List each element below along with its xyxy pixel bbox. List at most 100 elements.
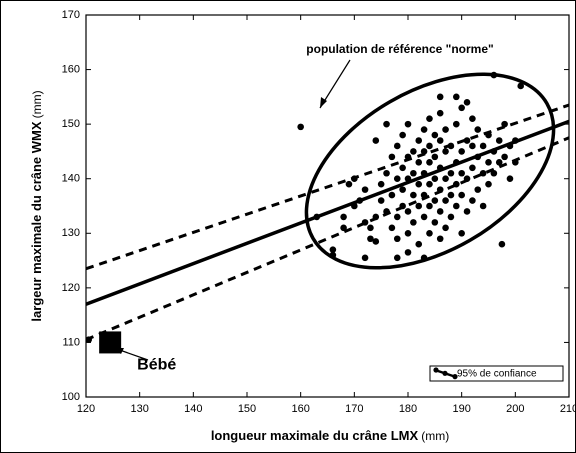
point <box>501 120 508 128</box>
point <box>426 180 433 188</box>
point <box>383 120 390 128</box>
point <box>458 169 465 177</box>
point <box>426 142 433 150</box>
point <box>436 186 444 193</box>
point <box>340 224 347 232</box>
point <box>399 202 406 210</box>
y-tick-label: 100 <box>62 391 80 403</box>
point <box>420 191 428 199</box>
legend-dot <box>452 374 458 380</box>
point <box>447 213 455 221</box>
plot-area <box>85 14 570 398</box>
point <box>415 137 423 144</box>
point <box>86 336 92 343</box>
point <box>506 142 514 150</box>
point <box>442 175 449 183</box>
point <box>351 175 358 183</box>
point <box>393 213 401 221</box>
x-tick-label: 190 <box>452 403 470 415</box>
point <box>404 153 412 161</box>
point <box>415 240 423 248</box>
y-label-main: largeur maximale du crâne WMX <box>29 121 44 321</box>
point <box>436 164 444 172</box>
point <box>420 169 428 177</box>
point <box>442 224 449 232</box>
point <box>404 229 412 237</box>
point <box>404 175 412 183</box>
point <box>490 169 498 177</box>
legend-dot <box>433 367 439 373</box>
point <box>361 219 369 226</box>
point <box>512 137 519 144</box>
point <box>436 109 444 117</box>
legend-dot <box>442 370 448 376</box>
point <box>485 159 492 166</box>
x-label-main: longueur maximale du crâne LMX <box>211 428 419 443</box>
point <box>474 126 482 133</box>
point <box>383 208 390 215</box>
point <box>420 254 428 262</box>
baby-label: Bébé <box>137 357 176 374</box>
point <box>479 142 487 150</box>
point <box>393 142 401 150</box>
point <box>297 123 304 131</box>
point <box>447 142 455 150</box>
y-tick-label: 170 <box>62 9 80 21</box>
point <box>469 142 476 150</box>
point <box>453 120 460 128</box>
point <box>404 208 412 215</box>
point <box>485 180 492 188</box>
confidence-line <box>86 103 569 271</box>
point <box>442 148 449 155</box>
x-tick-label: 150 <box>238 403 256 415</box>
point <box>356 197 364 204</box>
plot-content <box>86 71 569 343</box>
point <box>372 137 380 144</box>
point <box>351 202 358 210</box>
point <box>495 159 503 166</box>
point <box>479 202 487 210</box>
point <box>447 169 455 177</box>
point <box>469 115 476 122</box>
point <box>361 254 369 262</box>
point <box>415 159 423 166</box>
y-axis-label: largeur maximale du crâne WMX (mm) <box>29 90 44 321</box>
point <box>474 153 482 161</box>
point <box>410 219 417 226</box>
point <box>469 197 476 204</box>
point <box>372 213 380 221</box>
point <box>463 208 471 215</box>
point <box>431 153 439 161</box>
point <box>498 240 506 248</box>
point <box>313 213 321 221</box>
point <box>495 137 503 144</box>
point <box>436 93 444 101</box>
point <box>367 224 374 232</box>
x-tick-label: 210 <box>560 403 576 415</box>
point <box>420 213 428 221</box>
x-tick-label: 130 <box>130 403 148 415</box>
point <box>393 254 401 262</box>
point <box>506 175 514 183</box>
point <box>393 175 401 183</box>
point <box>485 131 492 139</box>
point <box>517 82 524 90</box>
regression-line <box>86 119 569 306</box>
point <box>377 197 385 204</box>
x-tick-label: 120 <box>77 403 95 415</box>
point <box>453 202 460 210</box>
legend-box <box>429 365 564 382</box>
point <box>458 104 465 112</box>
point <box>463 137 471 144</box>
baby-marker <box>99 331 122 354</box>
y-tick-label: 140 <box>62 173 80 185</box>
point <box>399 186 406 193</box>
y-tick-label: 160 <box>62 63 80 75</box>
y-tick-label: 120 <box>62 282 80 294</box>
point <box>426 229 433 237</box>
x-axis-label: longueur maximale du crâne LMX (mm) <box>211 428 449 443</box>
point <box>329 251 337 259</box>
point <box>442 197 449 204</box>
point <box>399 164 406 172</box>
